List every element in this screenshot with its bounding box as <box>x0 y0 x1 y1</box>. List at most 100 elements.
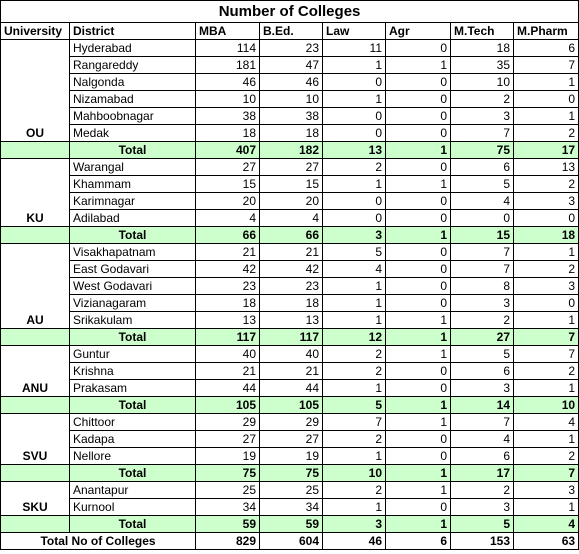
value-cell: 0 <box>322 124 386 142</box>
value-cell: 20 <box>259 192 323 210</box>
total-value: 5 <box>322 396 386 414</box>
total-row: Total 66 66 3 1 15 18 <box>0 226 579 244</box>
total-value: 75 <box>195 464 260 482</box>
value-cell: 8 <box>450 277 514 295</box>
value-cell: 40 <box>259 345 323 363</box>
district-row: Srikakulam 13 13 1 1 2 1 <box>1 311 579 329</box>
value-cell: 2 <box>322 481 386 499</box>
value-cell: 0 <box>385 90 451 108</box>
value-cell: 0 <box>385 192 451 210</box>
value-cell: 13 <box>259 311 323 329</box>
value-cell: 10 <box>450 73 514 91</box>
value-cell: 29 <box>259 413 323 431</box>
total-value: 12 <box>322 328 386 346</box>
university-name: SKU <box>0 481 70 516</box>
district-name: East Godavari <box>69 260 196 278</box>
value-cell: 1 <box>322 379 386 397</box>
value-cell: 27 <box>259 430 323 448</box>
total-value: 3 <box>322 226 386 244</box>
value-cell: 1 <box>512 498 579 516</box>
total-label: Total <box>69 464 196 482</box>
total-value: 14 <box>450 396 514 414</box>
value-cell: 181 <box>195 56 260 74</box>
total-row: Total 75 75 10 1 17 7 <box>0 464 579 482</box>
value-cell: 6 <box>450 447 514 465</box>
value-cell: 1 <box>322 90 386 108</box>
district-name: Adilabad <box>69 209 196 227</box>
value-cell: 0 <box>512 209 579 227</box>
value-cell: 18 <box>195 124 260 142</box>
value-cell: 23 <box>259 39 323 57</box>
value-cell: 2 <box>512 260 579 278</box>
grand-total-row: Total No of Colleges 829 604 46 6 153 63 <box>0 532 579 550</box>
district-name: Kurnool <box>69 498 196 516</box>
district-row: Mahboobnagar 38 38 0 0 3 1 <box>1 107 579 125</box>
district-name: Kadapa <box>69 430 196 448</box>
district-row: Karimnagar 20 20 0 0 4 3 <box>1 192 579 210</box>
total-value: 1 <box>385 328 451 346</box>
total-spacer <box>0 396 70 414</box>
value-cell: 18 <box>195 294 260 312</box>
column-header: District <box>69 22 196 40</box>
value-cell: 27 <box>195 158 260 176</box>
value-cell: 3 <box>512 481 579 499</box>
total-value: 1 <box>385 141 451 159</box>
value-cell: 1 <box>512 430 579 448</box>
total-value: 1 <box>385 464 451 482</box>
value-cell: 3 <box>450 294 514 312</box>
total-value: 105 <box>195 396 260 414</box>
total-label: Total <box>69 396 196 414</box>
value-cell: 19 <box>195 447 260 465</box>
value-cell: 0 <box>385 124 451 142</box>
value-cell: 0 <box>512 90 579 108</box>
value-cell: 27 <box>259 158 323 176</box>
value-cell: 2 <box>322 362 386 380</box>
column-header: M.Tech <box>450 22 514 40</box>
value-cell: 1 <box>322 294 386 312</box>
district-row: West Godavari 23 23 1 0 8 3 <box>1 277 579 295</box>
value-cell: 0 <box>385 39 451 57</box>
value-cell: 7 <box>512 56 579 74</box>
district-row: ANU Guntur 40 40 2 1 5 7 <box>0 345 579 397</box>
grand-total-value: 829 <box>195 532 260 550</box>
value-cell: 23 <box>195 277 260 295</box>
value-cell: 1 <box>385 413 451 431</box>
total-value: 4 <box>512 515 579 533</box>
district-name: Vizianagaram <box>69 294 196 312</box>
value-cell: 7 <box>450 413 514 431</box>
value-cell: 0 <box>385 107 451 125</box>
value-cell: 1 <box>322 56 386 74</box>
value-cell: 38 <box>259 107 323 125</box>
university-name: AU <box>0 243 70 329</box>
total-value: 117 <box>195 328 260 346</box>
value-cell: 4 <box>195 209 260 227</box>
value-cell: 42 <box>259 260 323 278</box>
value-cell: 6 <box>512 39 579 57</box>
column-header: B.Ed. <box>259 22 323 40</box>
value-cell: 3 <box>450 379 514 397</box>
value-cell: 2 <box>450 90 514 108</box>
total-row: Total 105 105 5 1 14 10 <box>0 396 579 414</box>
district-name: Nalgonda <box>69 73 196 91</box>
value-cell: 0 <box>385 447 451 465</box>
district-row: AU Visakhapatnam 21 21 5 0 7 1 <box>0 243 579 329</box>
total-value: 105 <box>259 396 323 414</box>
value-cell: 3 <box>512 277 579 295</box>
total-value: 59 <box>195 515 260 533</box>
total-value: 407 <box>195 141 260 159</box>
total-value: 10 <box>512 396 579 414</box>
value-cell: 7 <box>450 243 514 261</box>
total-value: 1 <box>385 226 451 244</box>
column-header: Agr <box>385 22 451 40</box>
district-name: Khammam <box>69 175 196 193</box>
district-name: Prakasam <box>69 379 196 397</box>
district-name: Mahboobnagar <box>69 107 196 125</box>
district-name: Nizamabad <box>69 90 196 108</box>
total-spacer <box>0 515 70 533</box>
value-cell: 5 <box>322 243 386 261</box>
value-cell: 18 <box>450 39 514 57</box>
district-row: Vizianagaram 18 18 1 0 3 0 <box>1 294 579 312</box>
value-cell: 4 <box>512 413 579 431</box>
table-title: Number of Colleges <box>0 0 579 23</box>
